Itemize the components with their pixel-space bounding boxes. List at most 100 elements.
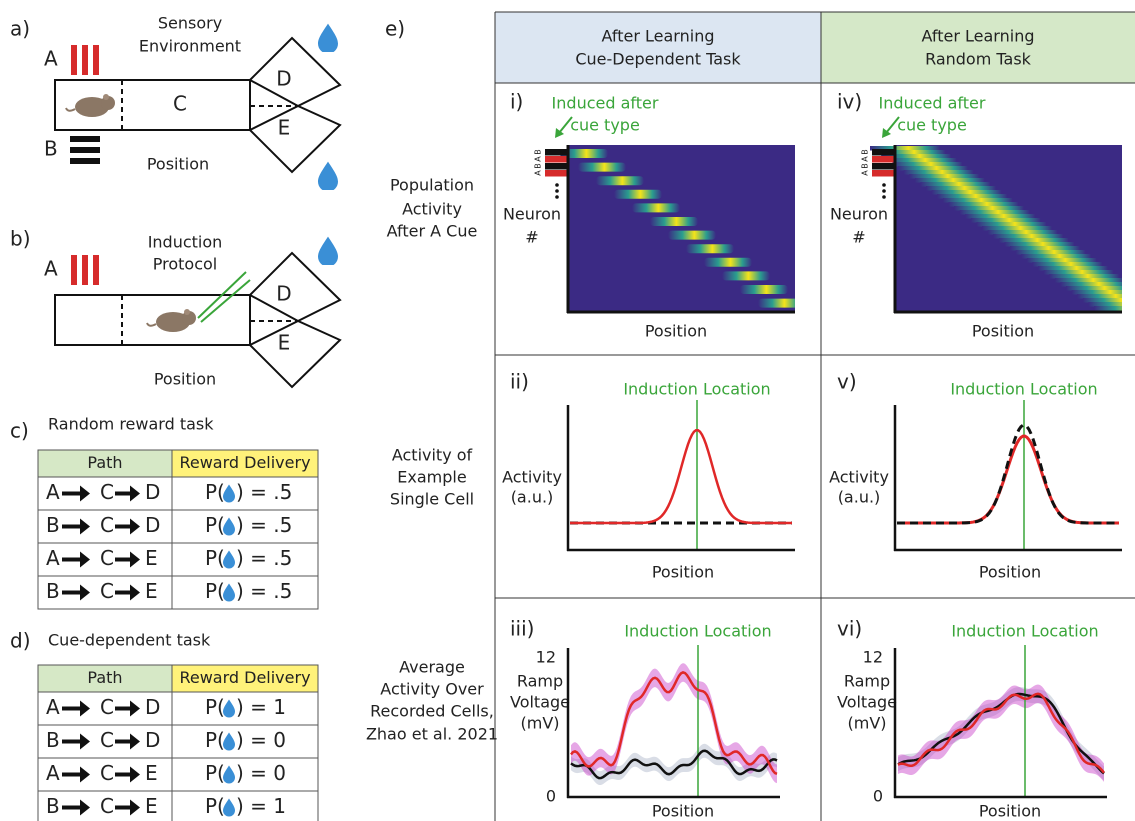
subpanel-label: iv) bbox=[837, 90, 862, 114]
header-text: Reward Delivery bbox=[179, 668, 310, 687]
activity-blob bbox=[740, 285, 788, 294]
cue-bar bbox=[545, 163, 567, 170]
activity-band bbox=[1027, 258, 1097, 263]
activity-band bbox=[948, 202, 1018, 207]
zone-label: E bbox=[278, 116, 291, 140]
column-header: Cue-Dependent Task bbox=[575, 50, 741, 69]
arm-e bbox=[250, 106, 340, 172]
activity-band bbox=[887, 158, 957, 163]
cue-label: A bbox=[534, 156, 543, 162]
reward-prefix: P( bbox=[205, 579, 225, 603]
axis-label: Position bbox=[147, 155, 209, 174]
reward-suffix: ) = .5 bbox=[236, 546, 292, 570]
annotation: Induction Location bbox=[624, 622, 771, 641]
activity-band bbox=[1021, 254, 1091, 259]
row-label: Activity of bbox=[392, 446, 473, 465]
table-title: Cue-dependent task bbox=[48, 631, 211, 650]
activity-band bbox=[1038, 266, 1108, 271]
y-label: (mV) bbox=[520, 714, 559, 733]
zone-label: D bbox=[276, 67, 291, 91]
cue-bar bbox=[545, 170, 567, 177]
path-node: E bbox=[145, 579, 158, 603]
path-node: E bbox=[145, 546, 158, 570]
activity-band bbox=[892, 162, 962, 167]
header-cell bbox=[495, 12, 821, 83]
heatmap-mask bbox=[795, 140, 820, 315]
panel-b: b) A Induction Protocol D E Position bbox=[10, 227, 340, 389]
cue-label: A bbox=[861, 170, 870, 176]
activity-trace bbox=[897, 436, 1119, 523]
ellipsis-dot bbox=[555, 195, 559, 199]
activity-blob bbox=[668, 231, 716, 240]
y-label: (a.u.) bbox=[511, 488, 554, 507]
activity-band bbox=[1010, 246, 1080, 251]
path-node: D bbox=[145, 480, 160, 504]
reward-prefix: P( bbox=[205, 695, 225, 719]
path-node: D bbox=[145, 513, 160, 537]
reward-prefix: P( bbox=[205, 546, 225, 570]
activity-band bbox=[965, 214, 1035, 219]
y-label: Ramp bbox=[844, 672, 890, 691]
header-text: Path bbox=[87, 453, 122, 472]
path-node: A bbox=[46, 546, 60, 570]
reward-prefix: P( bbox=[205, 480, 225, 504]
subpanel-label: i) bbox=[510, 90, 523, 114]
cue-bar bbox=[872, 156, 894, 163]
path-node: C bbox=[100, 794, 114, 818]
panel-label: d) bbox=[10, 629, 31, 653]
arm-e bbox=[250, 321, 340, 387]
title-line: Sensory bbox=[158, 14, 222, 33]
annotation: cue type bbox=[570, 116, 640, 135]
annotation: Induced after bbox=[879, 94, 986, 113]
column-header: Random Task bbox=[925, 50, 1032, 69]
activity-band bbox=[1060, 282, 1130, 287]
row-label: Activity bbox=[402, 200, 462, 219]
zone-label: D bbox=[276, 282, 291, 306]
y-label: Activity bbox=[502, 468, 562, 487]
activity-blob bbox=[596, 176, 644, 185]
reward-suffix: ) = .5 bbox=[236, 513, 292, 537]
water-drop bbox=[318, 162, 338, 192]
cue-label: A bbox=[44, 257, 58, 281]
reward-suffix: ) = 1 bbox=[236, 794, 286, 818]
reward-prefix: P( bbox=[205, 728, 225, 752]
y-tick-label: 12 bbox=[863, 648, 883, 667]
path-node: A bbox=[46, 695, 60, 719]
row-label: Single Cell bbox=[390, 490, 474, 509]
column-header: After Learning bbox=[922, 27, 1035, 46]
header-cell bbox=[821, 12, 1135, 83]
activity-band bbox=[920, 182, 990, 187]
activity-band bbox=[943, 198, 1013, 203]
reward-suffix: ) = 0 bbox=[236, 761, 286, 785]
activity-band bbox=[993, 234, 1063, 239]
path-node: A bbox=[46, 480, 60, 504]
path-node: E bbox=[145, 794, 158, 818]
y-label: Activity bbox=[829, 468, 889, 487]
reward-prefix: P( bbox=[205, 794, 225, 818]
stripe bbox=[70, 136, 100, 142]
reward-prefix: P( bbox=[205, 761, 225, 785]
y-tick-label: 0 bbox=[546, 787, 556, 806]
activity-band bbox=[1049, 274, 1119, 279]
activity-band bbox=[1016, 250, 1086, 255]
path-node: B bbox=[46, 794, 60, 818]
cue-bar bbox=[545, 156, 567, 163]
heatmap-mask bbox=[1122, 140, 1135, 315]
panel-label: e) bbox=[385, 17, 405, 41]
title-line: Protocol bbox=[153, 255, 217, 274]
y-label: # bbox=[852, 228, 865, 247]
annotation: Induction Location bbox=[623, 380, 770, 399]
path-node: C bbox=[100, 546, 114, 570]
tables: c) Random reward task d) Cue-dependent t… bbox=[10, 415, 318, 821]
activity-band bbox=[999, 238, 1069, 243]
activity-band bbox=[954, 206, 1024, 211]
reward-suffix: ) = .5 bbox=[236, 579, 292, 603]
ellipsis-dot bbox=[555, 183, 559, 187]
annotation: Induction Location bbox=[951, 622, 1098, 641]
y-label: Neuron bbox=[503, 205, 561, 224]
ellipsis-dot bbox=[555, 189, 559, 193]
zone-label: C bbox=[173, 92, 187, 116]
reward-suffix: ) = 0 bbox=[236, 728, 286, 752]
header-text: Reward Delivery bbox=[179, 453, 310, 472]
x-label: Position bbox=[979, 802, 1041, 821]
